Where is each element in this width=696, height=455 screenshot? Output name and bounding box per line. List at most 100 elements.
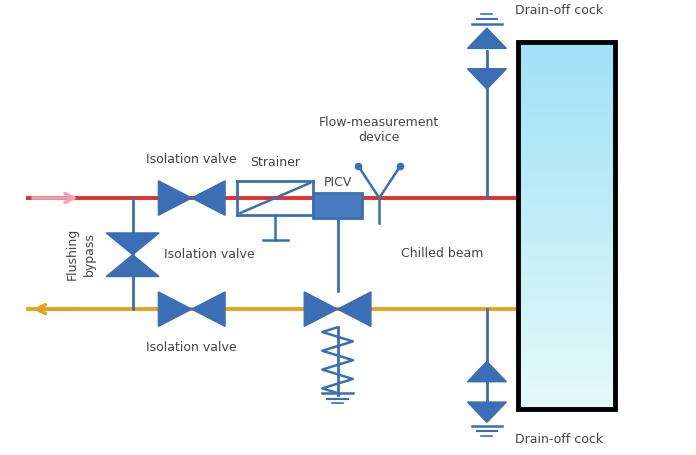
Text: Isolation valve: Isolation valve — [146, 341, 237, 354]
Bar — [519, 81, 615, 83]
Bar — [519, 331, 615, 333]
Bar — [519, 203, 615, 206]
Bar — [519, 191, 615, 193]
Polygon shape — [191, 181, 225, 215]
Bar — [519, 159, 615, 162]
Bar — [519, 299, 615, 301]
Bar — [519, 218, 615, 220]
Bar — [519, 269, 615, 272]
Bar — [519, 282, 615, 284]
Bar — [519, 228, 615, 230]
Bar — [519, 397, 615, 399]
Polygon shape — [304, 292, 338, 326]
Bar — [519, 301, 615, 303]
Bar — [519, 149, 615, 152]
Bar — [519, 225, 615, 228]
Bar — [519, 323, 615, 326]
Bar — [519, 206, 615, 208]
Bar — [519, 215, 615, 218]
Polygon shape — [159, 181, 191, 215]
Bar — [519, 198, 615, 201]
Bar — [519, 213, 615, 215]
Bar — [519, 289, 615, 291]
Bar — [519, 348, 615, 350]
Bar — [519, 384, 615, 387]
Bar — [519, 132, 615, 135]
Bar — [519, 259, 615, 262]
Bar — [519, 335, 615, 338]
Bar — [519, 303, 615, 306]
Text: Chilled beam: Chilled beam — [401, 247, 483, 260]
Bar — [519, 169, 615, 172]
Bar — [519, 238, 615, 240]
Bar — [519, 117, 615, 120]
Bar — [519, 183, 615, 186]
Bar — [519, 247, 615, 250]
Polygon shape — [468, 402, 507, 422]
Bar — [519, 294, 615, 296]
Bar — [519, 164, 615, 167]
Bar — [519, 243, 615, 245]
Bar — [519, 186, 615, 188]
Bar — [519, 255, 615, 257]
Bar — [519, 382, 615, 384]
Bar — [519, 162, 615, 164]
Bar — [519, 208, 615, 211]
Bar — [519, 49, 615, 51]
Bar — [519, 41, 615, 44]
Bar — [519, 86, 615, 88]
Bar — [519, 56, 615, 59]
Bar — [519, 316, 615, 318]
Polygon shape — [468, 361, 507, 382]
Bar — [519, 144, 615, 147]
Text: Flushing
bypass: Flushing bypass — [65, 228, 95, 280]
Bar — [519, 172, 615, 174]
Bar — [519, 78, 615, 81]
Bar — [519, 370, 615, 372]
Bar — [519, 379, 615, 382]
Bar — [519, 245, 615, 247]
Bar — [519, 167, 615, 169]
Bar — [519, 240, 615, 243]
Bar — [519, 338, 615, 340]
Bar — [519, 137, 615, 140]
Bar — [519, 130, 615, 132]
Bar — [519, 387, 615, 389]
Bar — [519, 274, 615, 277]
Bar — [519, 110, 615, 112]
Bar — [519, 333, 615, 335]
Bar — [519, 399, 615, 402]
Bar — [519, 91, 615, 93]
Bar — [519, 279, 615, 282]
Bar — [519, 93, 615, 96]
Bar — [519, 311, 615, 313]
Bar — [519, 46, 615, 49]
Bar — [519, 44, 615, 46]
Polygon shape — [468, 28, 507, 48]
Bar — [519, 377, 615, 379]
Bar — [519, 233, 615, 235]
Bar — [519, 140, 615, 142]
Bar — [519, 358, 615, 360]
Bar — [519, 360, 615, 362]
Bar — [519, 326, 615, 328]
Bar — [519, 355, 615, 358]
Text: Drain-off cock: Drain-off cock — [515, 5, 603, 17]
Text: Isolation valve: Isolation valve — [164, 248, 255, 261]
Bar — [519, 61, 615, 64]
Bar — [519, 343, 615, 345]
Bar — [519, 71, 615, 73]
Bar — [519, 64, 615, 66]
Bar — [519, 257, 615, 259]
Bar — [519, 394, 615, 397]
Bar — [519, 76, 615, 78]
Bar — [519, 196, 615, 198]
Bar — [519, 235, 615, 238]
Bar — [519, 406, 615, 409]
Bar — [519, 313, 615, 316]
Bar — [519, 392, 615, 394]
Bar — [519, 201, 615, 203]
Bar — [519, 125, 615, 127]
Bar — [519, 291, 615, 294]
Bar — [519, 389, 615, 392]
